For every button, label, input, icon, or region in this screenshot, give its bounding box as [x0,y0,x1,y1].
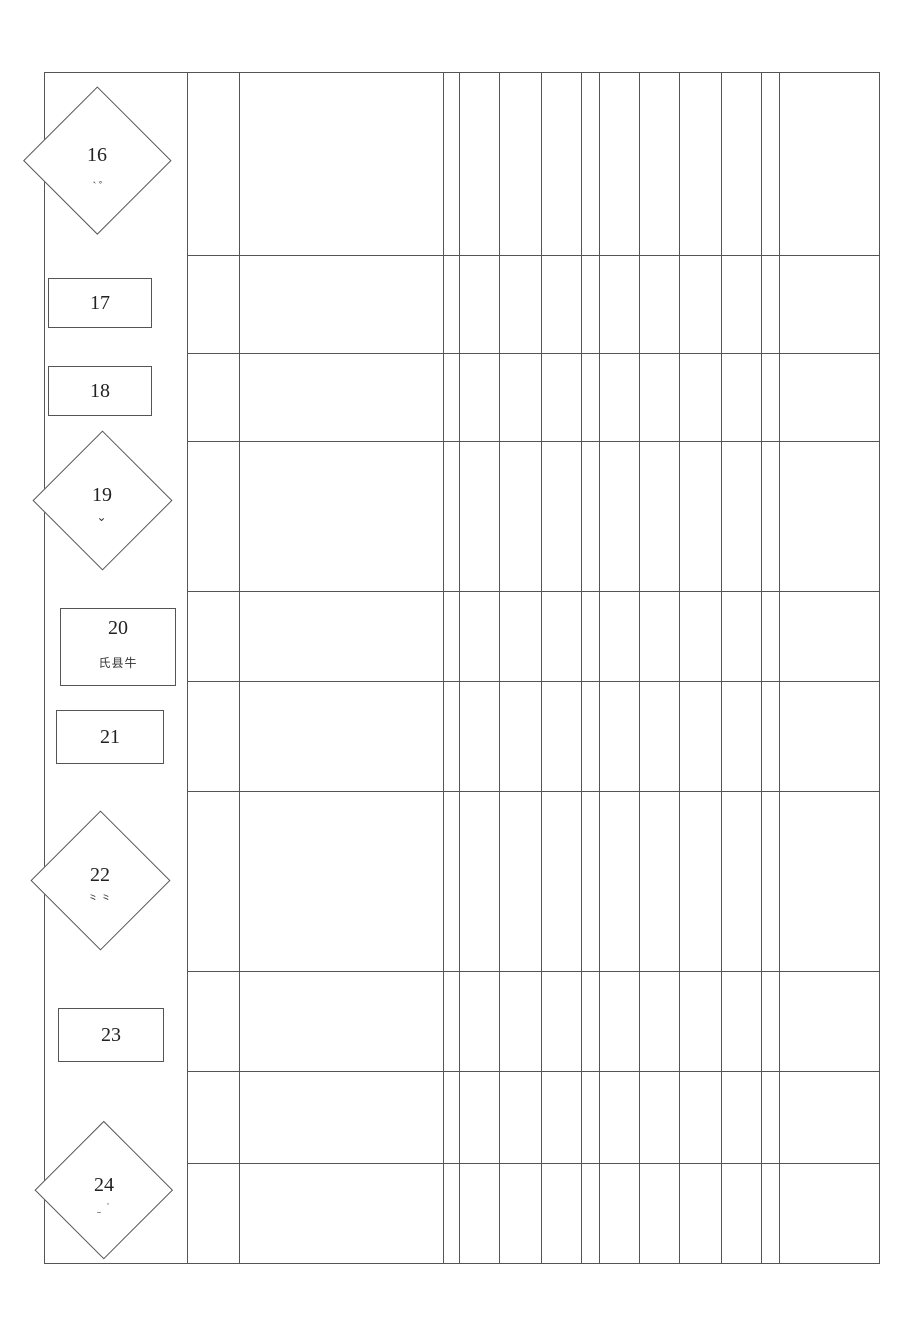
process-box: 23 [58,1008,164,1062]
grid-vline [779,73,780,1263]
decision-diamond: 19 ⌄ [32,430,172,570]
grid-hline [187,1071,879,1072]
grid-hline [187,441,879,442]
shape-number: 22 [30,864,170,887]
decision-diamond: 24 ˍ ˙ [35,1121,173,1259]
grid-vline [443,73,444,1263]
shape-number: 17 [49,292,151,315]
decision-diamond: 16 ˎ ̥ [23,86,171,234]
shape-number: 24 [35,1174,173,1197]
shape-number: 21 [57,726,163,749]
grid-vline [761,73,762,1263]
shape-number: 18 [49,380,151,403]
grid-hline [187,255,879,256]
process-box: 17 [48,278,152,328]
shape-number: 23 [59,1024,163,1047]
grid-vline [679,73,680,1263]
grid-vline [599,73,600,1263]
shape-number: 19 [32,484,172,507]
shape-subtext: ˍ ˙ [35,1200,173,1215]
shape-number: 16 [23,144,171,167]
shape-subtext: ⌄ [32,510,172,525]
process-box: 18 [48,366,152,416]
grid-vline [239,73,240,1263]
grid-hline [187,353,879,354]
grid-hline [187,971,879,972]
shape-number: 20 [61,617,175,640]
grid-vline [459,73,460,1263]
grid-vline [721,73,722,1263]
grid-hline [187,1163,879,1164]
process-box: 21 [56,710,164,764]
grid-vline [639,73,640,1263]
grid-vline [499,73,500,1263]
decision-diamond: 22 ⺀⺀ [30,810,170,950]
grid-vline [581,73,582,1263]
grid-vline [541,73,542,1263]
grid-vline [187,73,188,1263]
grid-hline [187,791,879,792]
shape-subtext: 氏县牛 [61,654,175,671]
grid-hline [187,681,879,682]
shape-subtext: ⺀⺀ [30,890,170,907]
page: 16 ˎ ̥ 17 18 19 ⌄ 20 氏县牛 21 22 ⺀⺀ 23 24 ˍ ˙ [0,0,920,1317]
grid-hline [187,591,879,592]
process-box: 20 氏县牛 [60,608,176,686]
shape-subtext: ˎ ̥ [23,170,171,185]
